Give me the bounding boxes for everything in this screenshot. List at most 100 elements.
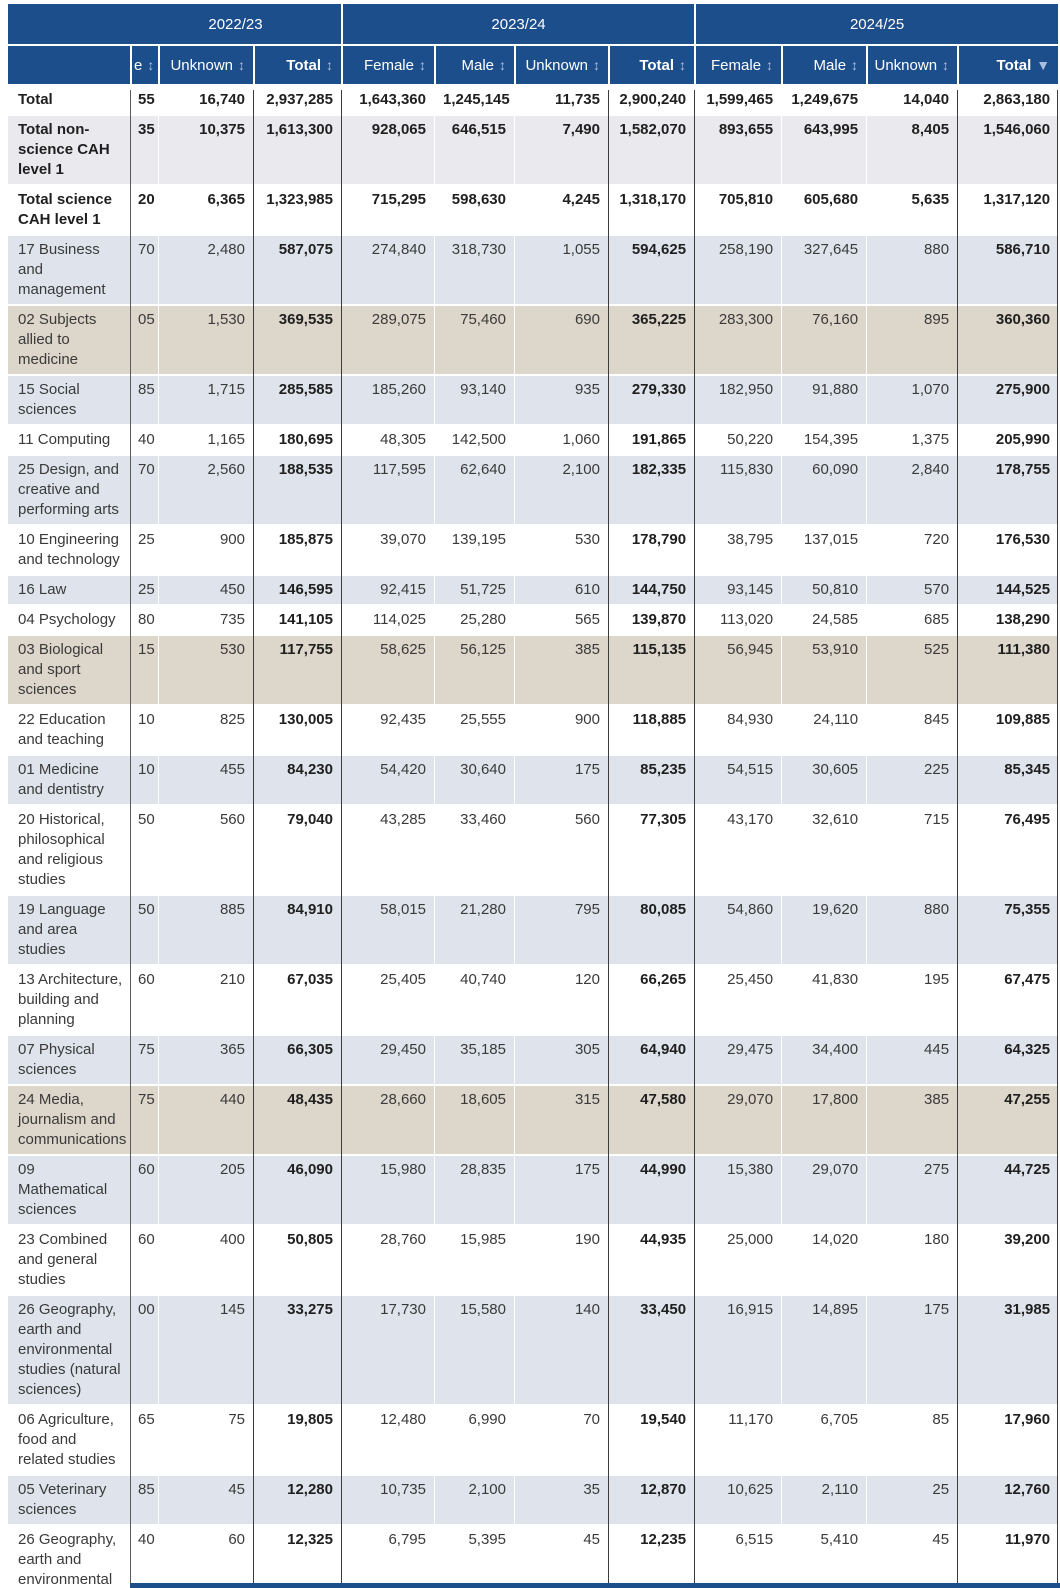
table-header: 2022/23 2023/24 2024/25 e ↕ Unknown ↕ Total ↕ Fem… [8, 4, 1059, 86]
value-cell: 12,480 [341, 1406, 434, 1476]
value-cell: 76,160 [781, 306, 867, 376]
table-row: 03 Biological and sport sciences 15 530 117… [8, 636, 1059, 706]
col-header-female[interactable]: Female ↕ [694, 46, 782, 86]
value-cell: 140 [514, 1296, 608, 1406]
value-cell: 205 [158, 1156, 253, 1226]
value-cell: 50,220 [694, 426, 782, 456]
value-cell: 54,860 [694, 896, 782, 966]
value-cell: 56,125 [434, 636, 514, 706]
value-cell: 190 [514, 1226, 608, 1296]
value-cell: 114,025 [341, 606, 434, 636]
col-header-e[interactable]: e ↕ [130, 46, 158, 86]
col-header-label: e [134, 56, 143, 74]
value-cell: 84,230 [253, 756, 341, 806]
value-cell: 45 [866, 1526, 958, 1588]
value-cell: 75,355 [957, 896, 1059, 966]
value-cell: 29,070 [781, 1156, 867, 1226]
value-cell: 11,970 [957, 1526, 1059, 1588]
value-cell: 10,625 [694, 1476, 782, 1526]
value-cell: 91,880 [781, 376, 867, 426]
value-cell: 28,660 [341, 1086, 434, 1156]
value-cell: 880 [866, 896, 958, 966]
value-cell: 1,546,060 [957, 116, 1059, 186]
value-cell: 31,985 [957, 1296, 1059, 1406]
value-cell: 25 [130, 526, 158, 576]
value-cell: 565 [514, 606, 608, 636]
value-cell: 29,450 [341, 1036, 434, 1086]
value-cell: 2,900,240 [608, 86, 695, 116]
value-cell: 25,405 [341, 966, 434, 1036]
table-row: Total science CAH level 1 20 6,365 1,323,98… [8, 186, 1059, 236]
col-header-label: Total [996, 56, 1032, 74]
value-cell: 92,415 [341, 576, 434, 606]
value-cell: 130,005 [253, 706, 341, 756]
value-cell: 19,620 [781, 896, 867, 966]
value-cell: 530 [514, 526, 608, 576]
value-cell: 48,305 [341, 426, 434, 456]
row-label: 10 Engineering and technology [8, 526, 130, 576]
value-cell: 587,075 [253, 236, 341, 306]
value-cell: 18,605 [434, 1086, 514, 1156]
col-header-total[interactable]: Total ↕ [608, 46, 695, 86]
col-header-unknown[interactable]: Unknown ↕ [866, 46, 958, 86]
col-header-unknown[interactable]: Unknown ↕ [514, 46, 608, 86]
value-cell: 646,515 [434, 116, 514, 186]
value-cell: 115,830 [694, 456, 782, 526]
col-header-total[interactable]: Total ▼ [957, 46, 1059, 86]
value-cell: 2,937,285 [253, 86, 341, 116]
col-header-male[interactable]: Male ↕ [781, 46, 867, 86]
sort-updown-icon: ↕ [326, 56, 333, 73]
value-cell: 19,540 [608, 1406, 695, 1476]
value-cell: 795 [514, 896, 608, 966]
col-header-female[interactable]: Female ↕ [341, 46, 434, 86]
value-cell: 586,710 [957, 236, 1059, 306]
value-cell: 185,260 [341, 376, 434, 426]
value-cell: 92,435 [341, 706, 434, 756]
table-row: 24 Media, journalism and communications 7… [8, 1086, 1059, 1156]
value-cell: 210 [158, 966, 253, 1036]
value-cell: 70 [130, 456, 158, 526]
value-cell: 39,070 [341, 526, 434, 576]
value-cell: 205,990 [957, 426, 1059, 456]
value-cell: 17,730 [341, 1296, 434, 1406]
value-cell: 6,515 [694, 1526, 782, 1588]
sort-updown-icon: ↕ [238, 56, 245, 73]
value-cell: 885 [158, 896, 253, 966]
value-cell: 188,535 [253, 456, 341, 526]
table-row: 13 Architecture, building and planning 60… [8, 966, 1059, 1036]
value-cell: 175 [514, 1156, 608, 1226]
row-label: 25 Design, and creative and performing a… [8, 456, 130, 526]
value-cell: 79,040 [253, 806, 341, 896]
value-cell: 00 [130, 1296, 158, 1406]
col-header-total[interactable]: Total ↕ [253, 46, 341, 86]
value-cell: 85 [866, 1406, 958, 1476]
value-cell: 15,580 [434, 1296, 514, 1406]
value-cell: 35,185 [434, 1036, 514, 1086]
value-cell: 154,395 [781, 426, 867, 456]
value-cell: 560 [158, 806, 253, 896]
value-cell: 900 [514, 706, 608, 756]
row-label: Total science CAH level 1 [8, 186, 130, 236]
value-cell: 285,585 [253, 376, 341, 426]
row-label: 15 Social sciences [8, 376, 130, 426]
value-cell: 1,055 [514, 236, 608, 306]
table-row: 17 Business and management 70 2,480 587,075… [8, 236, 1059, 306]
value-cell: 715,295 [341, 186, 434, 236]
value-cell: 118,885 [608, 706, 695, 756]
value-cell: 146,595 [253, 576, 341, 606]
column-header-row: e ↕ Unknown ↕ Total ↕ Female ↕ Male ↕ Unknown ↕ Tota… [8, 46, 1059, 86]
value-cell: 25 [866, 1476, 958, 1526]
row-label: 02 Subjects allied to medicine [8, 306, 130, 376]
sort-updown-icon: ↕ [766, 56, 774, 73]
col-header-unknown[interactable]: Unknown ↕ [158, 46, 253, 86]
table-row: 11 Computing 40 1,165 180,695 48,305 142,500 1… [8, 426, 1059, 456]
row-label: 13 Architecture, building and planning [8, 966, 130, 1036]
value-cell: 178,790 [608, 526, 695, 576]
value-cell: 10,375 [158, 116, 253, 186]
col-header-male[interactable]: Male ↕ [434, 46, 514, 86]
value-cell: 720 [866, 526, 958, 576]
value-cell: 50 [130, 806, 158, 896]
value-cell: 895 [866, 306, 958, 376]
sort-updown-icon: ↕ [679, 56, 687, 73]
table-row: 06 Agriculture, food and related studies… [8, 1406, 1059, 1476]
